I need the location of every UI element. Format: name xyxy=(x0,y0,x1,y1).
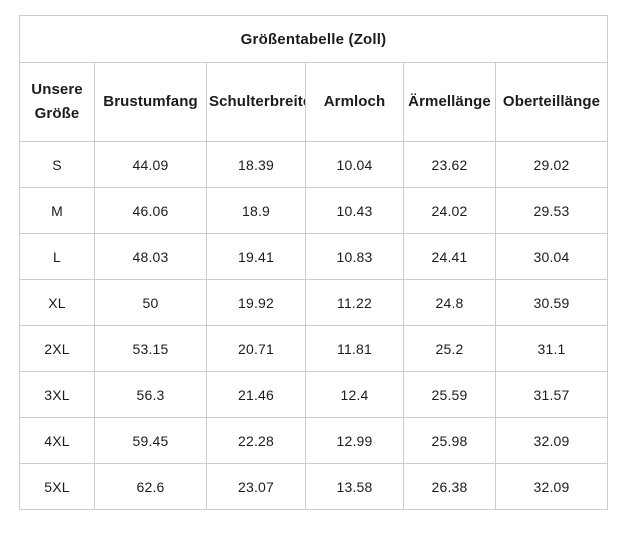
column-header-armloch: Armloch xyxy=(305,62,404,142)
measurement-cell: 12.4 xyxy=(305,371,404,418)
measurement-cell: 44.09 xyxy=(94,141,207,188)
measurement-cell: 19.41 xyxy=(206,233,306,280)
table-row-2xl: 2XL 53.15 20.71 11.81 25.2 31.1 xyxy=(19,325,609,372)
table-row-5xl: 5XL 62.6 23.07 13.58 26.38 32.09 xyxy=(19,463,609,510)
size-label-cell: S xyxy=(19,141,95,188)
measurement-cell: 59.45 xyxy=(94,417,207,464)
measurement-cell: 24.8 xyxy=(403,279,496,326)
measurement-cell: 24.02 xyxy=(403,187,496,234)
measurement-cell: 50 xyxy=(94,279,207,326)
table-header-row: Unsere Größe Brustumfang Schulterbreite … xyxy=(19,62,609,142)
measurement-cell: 23.62 xyxy=(403,141,496,188)
measurement-cell: 31.57 xyxy=(494,371,609,418)
measurement-cell: 29.53 xyxy=(494,187,609,234)
measurement-cell: 56.3 xyxy=(94,371,207,418)
table-row-3xl: 3XL 56.3 21.46 12.4 25.59 31.57 xyxy=(19,371,609,418)
measurement-cell: 53.15 xyxy=(94,325,207,372)
table-title: Größentabelle (Zoll) xyxy=(18,15,609,63)
measurement-cell: 25.59 xyxy=(403,371,496,418)
measurement-cell: 25.98 xyxy=(403,417,496,464)
size-label-cell: XL xyxy=(19,279,95,326)
measurement-cell: 12.99 xyxy=(305,417,404,464)
measurement-cell: 21.46 xyxy=(206,371,306,418)
table-row-4xl: 4XL 59.45 22.28 12.99 25.98 32.09 xyxy=(19,417,609,464)
table-title-row: Größentabelle (Zoll) xyxy=(18,15,609,63)
column-header-schulterbreite: Schulterbreite xyxy=(206,62,306,142)
measurement-cell: 11.22 xyxy=(305,279,404,326)
measurement-cell: 22.28 xyxy=(206,417,306,464)
measurement-cell: 25.2 xyxy=(403,325,496,372)
table-row-m: M 46.06 18.9 10.43 24.02 29.53 xyxy=(19,187,609,234)
table-row-s: S 44.09 18.39 10.04 23.62 29.02 xyxy=(19,141,609,188)
measurement-cell: 10.04 xyxy=(305,141,404,188)
measurement-cell: 31.1 xyxy=(494,325,609,372)
measurement-cell: 19.92 xyxy=(206,279,306,326)
size-label-cell: 2XL xyxy=(19,325,95,372)
measurement-cell: 13.58 xyxy=(305,463,404,510)
measurement-cell: 10.83 xyxy=(305,233,404,280)
size-label-cell: 3XL xyxy=(19,371,95,418)
measurement-cell: 24.41 xyxy=(403,233,496,280)
measurement-cell: 20.71 xyxy=(206,325,306,372)
measurement-cell: 48.03 xyxy=(94,233,207,280)
measurement-cell: 32.09 xyxy=(494,463,609,510)
measurement-cell: 62.6 xyxy=(94,463,207,510)
column-header-oberteillaenge: Oberteillänge xyxy=(494,62,609,142)
measurement-cell: 30.04 xyxy=(494,233,609,280)
measurement-cell: 23.07 xyxy=(206,463,306,510)
size-label-cell: 4XL xyxy=(19,417,95,464)
measurement-cell: 32.09 xyxy=(494,417,609,464)
table-row-l: L 48.03 19.41 10.83 24.41 30.04 xyxy=(19,233,609,280)
measurement-cell: 11.81 xyxy=(305,325,404,372)
size-label-cell: 5XL xyxy=(19,463,95,510)
column-header-unsere-groesse: Unsere Größe xyxy=(19,62,95,142)
size-label-cell: L xyxy=(19,233,95,280)
measurement-cell: 30.59 xyxy=(494,279,609,326)
table-row-xl: XL 50 19.92 11.22 24.8 30.59 xyxy=(19,279,609,326)
measurement-cell: 18.9 xyxy=(206,187,306,234)
measurement-cell: 18.39 xyxy=(206,141,306,188)
column-header-aermellaenge: Ärmellänge xyxy=(403,62,496,142)
column-header-brustumfang: Brustumfang xyxy=(94,62,207,142)
measurement-cell: 26.38 xyxy=(403,463,496,510)
measurement-cell: 29.02 xyxy=(494,141,609,188)
measurement-cell: 10.43 xyxy=(305,187,404,234)
size-table: Größentabelle (Zoll) Unsere Größe Brustu… xyxy=(18,15,609,510)
measurement-cell: 46.06 xyxy=(94,187,207,234)
size-label-cell: M xyxy=(19,187,95,234)
size-chart-container: Größentabelle (Zoll) Unsere Größe Brustu… xyxy=(18,15,609,510)
